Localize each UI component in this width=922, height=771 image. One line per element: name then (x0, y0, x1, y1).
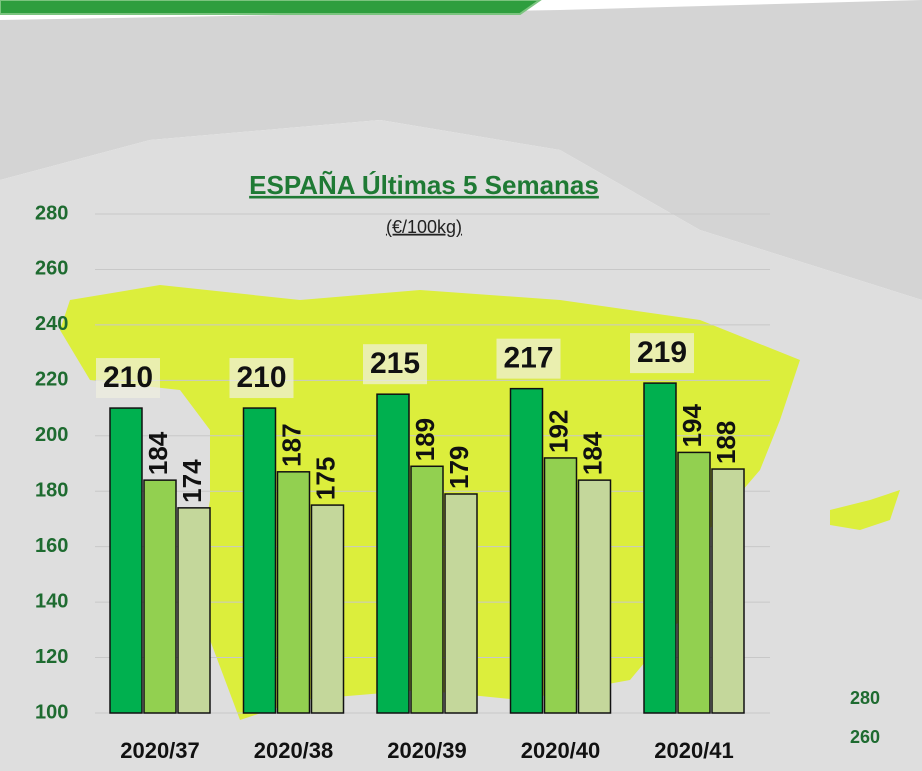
y-tick-label: 240 (35, 313, 68, 335)
y-tick-label: 260 (35, 258, 68, 280)
x-tick-label: 2020/40 (521, 738, 601, 763)
value-label-bg (496, 338, 561, 379)
value-label-bg (363, 344, 427, 385)
value-label: 184 (577, 431, 607, 475)
value-label: 217 (503, 342, 553, 375)
bar (242, 407, 277, 714)
value-label-bg (630, 333, 694, 374)
side-label: 280 (850, 688, 880, 708)
y-tick-label: 220 (35, 369, 68, 391)
y-tick-label: 180 (35, 480, 68, 502)
value-label: 187 (276, 423, 306, 466)
y-tick-label: 160 (35, 535, 68, 557)
value-label: 175 (310, 457, 340, 500)
bar (444, 493, 478, 714)
bar (577, 479, 612, 714)
value-label: 174 (177, 459, 207, 503)
value-label: 194 (677, 403, 707, 447)
chart-subtitle: (€/100kg) (386, 217, 462, 237)
value-label: 189 (410, 418, 440, 461)
x-tick-label: 2020/37 (120, 738, 200, 763)
value-label-bg (229, 358, 294, 399)
value-label: 210 (236, 361, 286, 394)
value-label-bg (96, 358, 160, 399)
value-label: 210 (103, 361, 153, 394)
value-label: 215 (370, 347, 420, 380)
map-island (830, 490, 900, 530)
value-label: 184 (143, 431, 173, 475)
x-tick-label: 2020/39 (387, 738, 467, 763)
bar (310, 504, 345, 714)
y-tick-label: 280 (35, 202, 68, 224)
bar (143, 479, 177, 714)
bar (376, 393, 410, 714)
value-label: 192 (543, 410, 573, 453)
bar (711, 468, 745, 714)
value-label: 219 (637, 336, 687, 369)
y-tick-label: 100 (35, 701, 68, 723)
bar (276, 471, 311, 714)
bar (677, 451, 711, 714)
bar (410, 465, 444, 714)
bar (509, 387, 544, 714)
x-tick-label: 2020/41 (654, 738, 734, 763)
y-tick-label: 200 (35, 424, 68, 446)
bar (643, 382, 677, 714)
bar (109, 407, 143, 714)
bar (543, 457, 578, 714)
bar (177, 507, 211, 714)
header-banner (0, 0, 542, 15)
y-tick-label: 140 (35, 590, 68, 612)
x-tick-label: 2020/38 (254, 738, 334, 763)
chart-title: ESPAÑA Últimas 5 Semanas (249, 170, 599, 200)
y-tick-label: 120 (35, 646, 68, 668)
value-label: 179 (444, 446, 474, 489)
value-label: 188 (711, 421, 741, 464)
side-label: 260 (850, 727, 880, 747)
